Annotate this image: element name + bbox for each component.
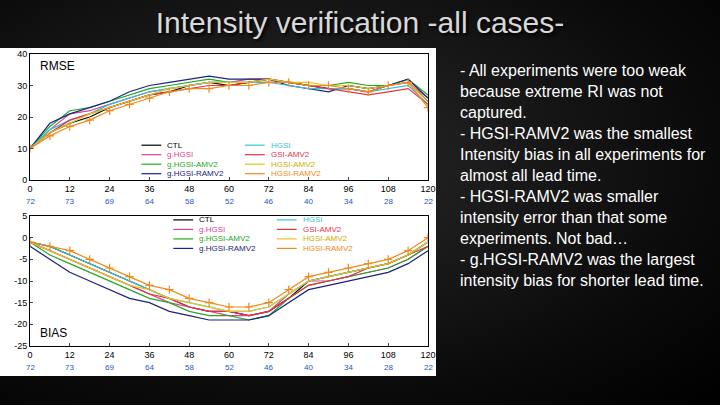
svg-text:g.HGSI: g.HGSI — [167, 150, 193, 159]
svg-text:24: 24 — [105, 184, 115, 194]
svg-text:g.HGSI: g.HGSI — [199, 225, 225, 234]
svg-text:CTL: CTL — [199, 215, 215, 224]
svg-text:RMSE: RMSE — [40, 59, 75, 73]
svg-text:72: 72 — [26, 363, 35, 372]
svg-text:52: 52 — [225, 197, 234, 206]
svg-text:40: 40 — [304, 363, 313, 372]
svg-text:60: 60 — [224, 184, 234, 194]
svg-text:HGSI: HGSI — [271, 141, 291, 150]
svg-text:64: 64 — [145, 363, 154, 372]
svg-text:34: 34 — [344, 197, 353, 206]
svg-text:69: 69 — [105, 363, 114, 372]
svg-text:-10: -10 — [14, 276, 27, 286]
svg-text:64: 64 — [145, 197, 154, 206]
svg-text:40: 40 — [17, 49, 27, 59]
svg-text:52: 52 — [225, 363, 234, 372]
svg-text:72: 72 — [264, 184, 274, 194]
html-text:- HGSI-RAMV2 was smaller inten: - HGSI-RAMV2 was smaller intensity error… — [460, 188, 668, 247]
svg-text:72: 72 — [264, 350, 274, 360]
svg-text:36: 36 — [144, 184, 154, 194]
svg-text:HGSI-RAMV2: HGSI-RAMV2 — [271, 169, 321, 178]
svg-text:20: 20 — [17, 112, 27, 122]
svg-text:BIAS: BIAS — [40, 326, 67, 340]
svg-text:36: 36 — [144, 350, 154, 360]
svg-text:5: 5 — [22, 211, 27, 221]
svg-text:22: 22 — [424, 363, 433, 372]
svg-text:40: 40 — [304, 197, 313, 206]
svg-text:g.HGSI-AMV2: g.HGSI-AMV2 — [199, 234, 250, 243]
svg-text:108: 108 — [381, 350, 396, 360]
svg-text:120: 120 — [420, 184, 435, 194]
svg-text:GSI-AMV2: GSI-AMV2 — [303, 225, 342, 234]
svg-text:28: 28 — [384, 363, 393, 372]
svg-text:72: 72 — [26, 197, 35, 206]
html-text:- g.HGSI-RAMV2 was the largest: - g.HGSI-RAMV2 was the largest intensity… — [460, 251, 704, 289]
svg-text:12: 12 — [65, 350, 75, 360]
html-text:Intensity verification -all ca: Intensity verification -all cases- — [155, 6, 565, 39]
svg-text:HGSI-AMV2: HGSI-AMV2 — [271, 160, 316, 169]
svg-text:g.HGSI-RAMV2: g.HGSI-RAMV2 — [199, 244, 256, 253]
svg-text:-25: -25 — [14, 341, 27, 351]
html-text:- HGSI-RAMV2 was the smallest: - HGSI-RAMV2 was the smallest Intensity … — [460, 125, 706, 184]
svg-text:24: 24 — [105, 350, 115, 360]
svg-text:48: 48 — [184, 350, 194, 360]
svg-text:84: 84 — [304, 184, 314, 194]
svg-text:96: 96 — [343, 184, 353, 194]
svg-text:73: 73 — [65, 197, 74, 206]
svg-text:g.HGSI-RAMV2: g.HGSI-RAMV2 — [167, 169, 224, 178]
svg-text:84: 84 — [304, 350, 314, 360]
svg-text:22: 22 — [424, 197, 433, 206]
svg-text:96: 96 — [343, 350, 353, 360]
svg-text:46: 46 — [264, 197, 273, 206]
svg-text:69: 69 — [105, 197, 114, 206]
svg-text:60: 60 — [224, 350, 234, 360]
svg-text:73: 73 — [65, 363, 74, 372]
svg-text:108: 108 — [381, 184, 396, 194]
svg-text:28: 28 — [384, 197, 393, 206]
svg-text:12: 12 — [65, 184, 75, 194]
svg-text:CTL: CTL — [167, 141, 183, 150]
svg-text:48: 48 — [184, 184, 194, 194]
svg-text:58: 58 — [185, 363, 194, 372]
svg-text:GSI-AMV2: GSI-AMV2 — [271, 150, 310, 159]
svg-text:120: 120 — [420, 350, 435, 360]
svg-text:HGSI: HGSI — [303, 215, 323, 224]
html-text:- All experiments were too wea: - All experiments were too weak because … — [460, 62, 686, 121]
svg-text:HGSI-RAMV2: HGSI-RAMV2 — [303, 244, 353, 253]
svg-text:58: 58 — [185, 197, 194, 206]
svg-text:HGSI-AMV2: HGSI-AMV2 — [303, 234, 348, 243]
svg-text:-15: -15 — [14, 298, 27, 308]
svg-text:46: 46 — [264, 363, 273, 372]
svg-text:30: 30 — [17, 81, 27, 91]
svg-text:0: 0 — [27, 184, 32, 194]
svg-text:0: 0 — [22, 233, 27, 243]
svg-text:0: 0 — [22, 175, 27, 185]
svg-text:34: 34 — [344, 363, 353, 372]
svg-text:-5: -5 — [19, 254, 27, 264]
svg-text:g.HGSI-AMV2: g.HGSI-AMV2 — [167, 160, 218, 169]
svg-text:-20: -20 — [14, 319, 27, 329]
svg-text:0: 0 — [27, 350, 32, 360]
svg-text:10: 10 — [17, 144, 27, 154]
